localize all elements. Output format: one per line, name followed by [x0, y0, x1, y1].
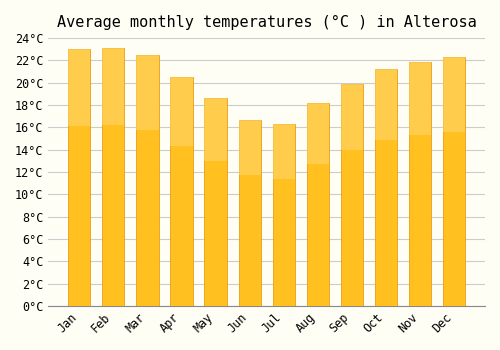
- Bar: [341, 84, 363, 150]
- Bar: [204, 98, 227, 161]
- Bar: [170, 77, 192, 146]
- Bar: [68, 49, 90, 126]
- Bar: [443, 57, 465, 132]
- Bar: [136, 55, 158, 306]
- Bar: [375, 69, 397, 140]
- Bar: [272, 124, 295, 306]
- Title: Average monthly temperatures (°C ) in Alterosa: Average monthly temperatures (°C ) in Al…: [57, 15, 476, 30]
- Bar: [409, 62, 431, 306]
- Bar: [306, 103, 329, 164]
- Bar: [204, 98, 227, 306]
- Bar: [341, 84, 363, 306]
- Bar: [68, 49, 90, 306]
- Bar: [238, 120, 260, 175]
- Bar: [136, 55, 158, 130]
- Bar: [102, 48, 124, 125]
- Bar: [306, 103, 329, 306]
- Bar: [443, 57, 465, 306]
- Bar: [102, 48, 124, 306]
- Bar: [375, 69, 397, 306]
- Bar: [272, 124, 295, 178]
- Bar: [409, 62, 431, 135]
- Bar: [170, 77, 192, 306]
- Bar: [238, 120, 260, 306]
